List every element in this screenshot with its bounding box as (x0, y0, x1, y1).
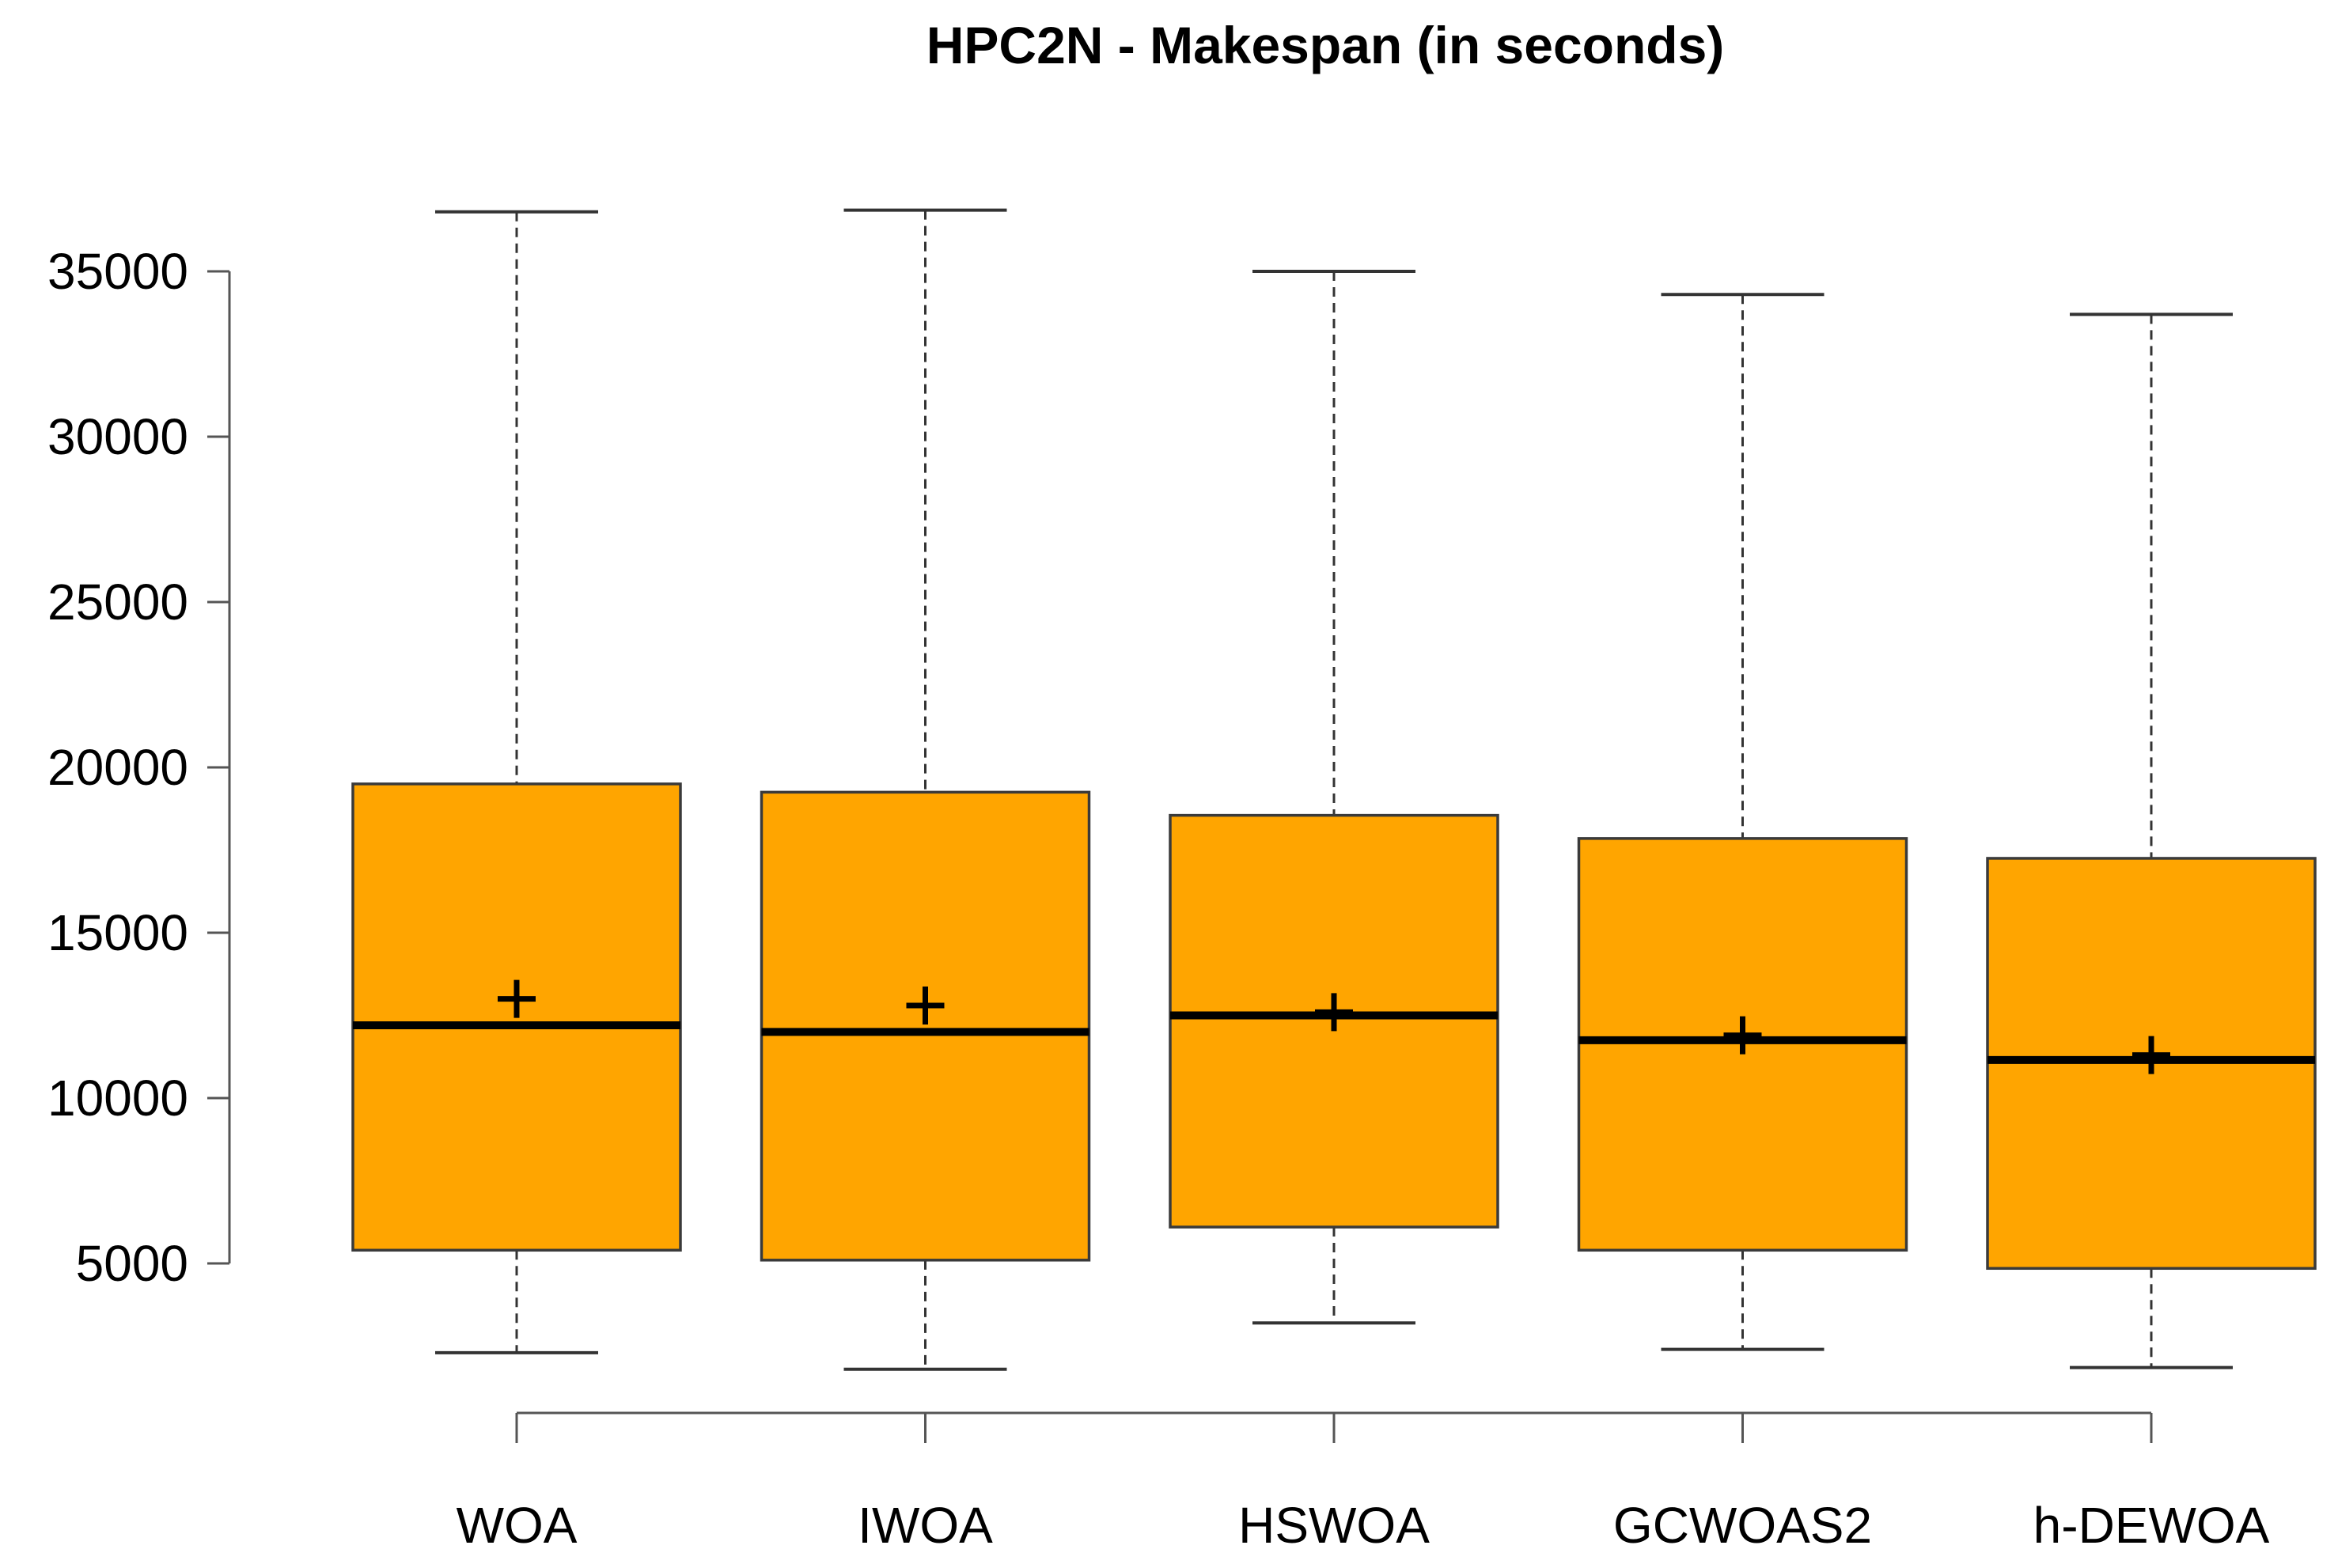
box-gcwoas2 (1577, 293, 1908, 1351)
mean-marker (498, 979, 536, 1018)
y-tick-label: 15000 (47, 904, 188, 961)
y-tick-label: 20000 (47, 739, 188, 796)
mean-marker (1723, 1016, 1762, 1055)
x-axis: WOA IWOA HSWOA GCWOAS2 h-DEWOA (457, 1411, 2270, 1554)
y-axis: 5000 10000 15000 20000 25000 30000 35000 (47, 243, 231, 1292)
x-tick-label: IWOA (858, 1497, 993, 1554)
y-tick-label: 25000 (47, 574, 188, 631)
box-woa (351, 210, 682, 1354)
y-tick-label: 10000 (47, 1070, 188, 1127)
box-iwoa (760, 208, 1091, 1371)
iqr-box (760, 790, 1091, 1262)
boxes-group (351, 208, 2317, 1371)
y-tick-label: 5000 (76, 1235, 188, 1292)
x-tick-label: h-DEWOA (2033, 1497, 2270, 1554)
y-tick-label: 35000 (47, 243, 188, 300)
x-tick-label: GCWOAS2 (1613, 1497, 1872, 1554)
mean-marker (1315, 993, 1353, 1032)
box-hswoa (1169, 270, 1499, 1325)
chart-title: HPC2N - Makespan (in seconds) (926, 16, 1725, 74)
mean-marker (906, 986, 945, 1025)
y-tick-label: 30000 (47, 408, 188, 465)
x-tick-label: WOA (457, 1497, 578, 1554)
mean-marker (2132, 1036, 2170, 1074)
box-h-dewoa (1986, 312, 2317, 1369)
x-tick-label: HSWOA (1238, 1497, 1430, 1554)
